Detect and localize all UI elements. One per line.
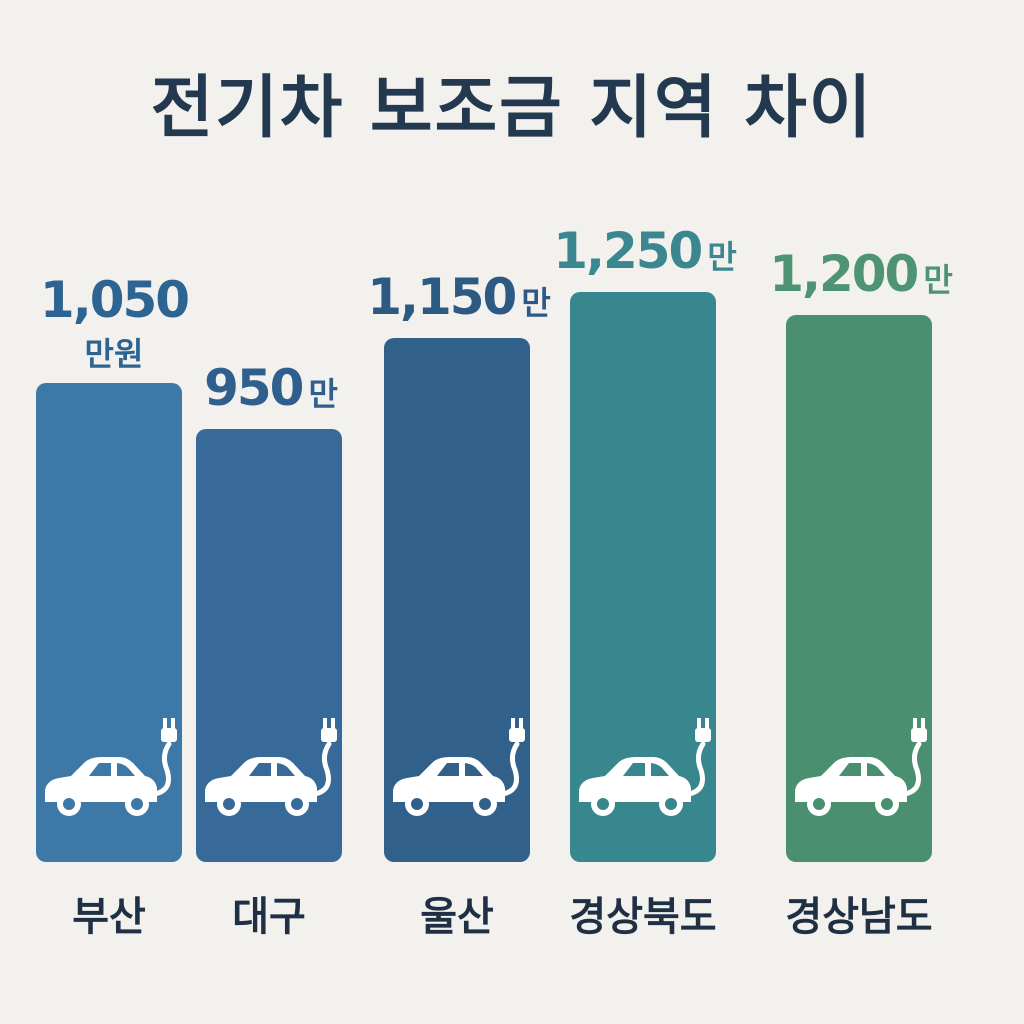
- value-label: 950 만: [204, 359, 338, 417]
- category-label: 경상남도: [785, 894, 932, 940]
- category-label: 부산: [72, 894, 146, 940]
- value-unit: 만: [707, 238, 736, 276]
- bar-group-4: 경상북도 1,250 만: [553, 222, 737, 940]
- value-unit: 만: [308, 375, 337, 413]
- value-number: 1,150: [367, 268, 515, 326]
- value-number: 1,200: [769, 245, 917, 303]
- bar-group-1: 부산 1,050 만원: [36, 271, 190, 940]
- value-unit: 만: [923, 261, 952, 299]
- category-label: 경상북도: [569, 894, 716, 940]
- bar: [570, 292, 716, 862]
- category-label: 대구: [232, 894, 306, 940]
- value-unit-label: 만원: [85, 335, 144, 373]
- chart-title: 전기차 보조금 지역 차이: [150, 69, 874, 148]
- bar-group-3: 울산 1,150 만: [367, 268, 551, 940]
- bar: [786, 315, 932, 862]
- value-unit: 만: [521, 284, 550, 322]
- category-label: 울산: [420, 894, 494, 940]
- value-label: 1,250 만: [553, 222, 737, 280]
- value-number: 950: [204, 359, 303, 417]
- bar-group-5: 경상남도 1,200 만: [769, 245, 953, 940]
- bar-group-2: 대구 950 만: [196, 359, 342, 940]
- value-label: 1,200 만: [769, 245, 953, 303]
- value-label: 1,050: [40, 271, 188, 329]
- bar: [384, 338, 530, 862]
- bar: [36, 383, 182, 862]
- bar: [196, 429, 342, 862]
- value-number: 1,250: [553, 222, 701, 280]
- value-label: 1,150 만: [367, 268, 551, 326]
